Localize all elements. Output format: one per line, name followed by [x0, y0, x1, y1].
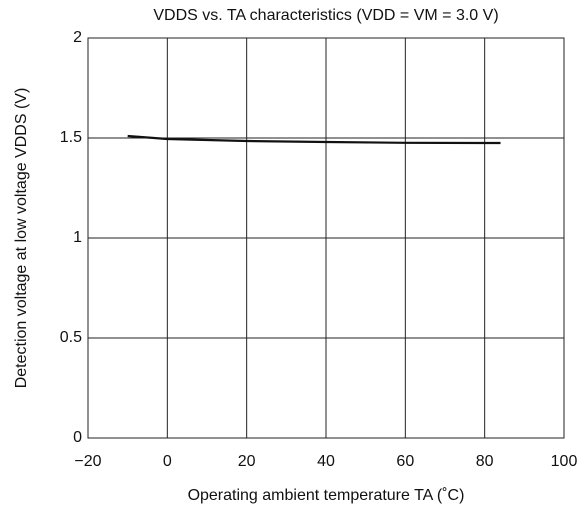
- x-tick-label: 40: [317, 453, 335, 470]
- x-tick-label: 60: [396, 453, 414, 470]
- x-axis-label: Operating ambient temperature TA (˚C): [188, 487, 465, 504]
- y-axis-label: Detection voltage at low voltage VDDS (V…: [13, 88, 30, 389]
- x-tick-label: 0: [163, 453, 172, 470]
- y-tick-label: 2: [73, 29, 82, 46]
- y-tick-label: 0.5: [60, 329, 82, 346]
- chart-title: VDDS vs. TA characteristics (VDD = VM = …: [153, 7, 498, 24]
- y-tick-label: 0: [73, 429, 82, 446]
- y-tick-label: 1.5: [60, 129, 82, 146]
- x-tick-label: 100: [551, 453, 578, 470]
- x-tick-label: 80: [476, 453, 494, 470]
- data-line: [127, 134, 501, 145]
- x-tick-label: 20: [238, 453, 256, 470]
- x-tick-label: −20: [74, 453, 101, 470]
- y-tick-label: 1: [73, 229, 82, 246]
- plot-frame: [87, 37, 565, 439]
